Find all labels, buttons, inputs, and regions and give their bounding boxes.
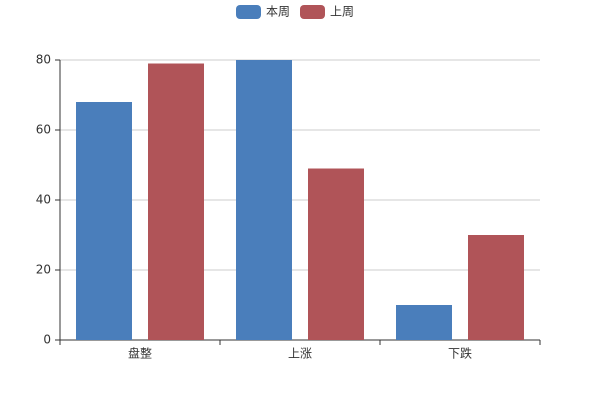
legend-label[interactable]: 上周 [330,5,354,19]
legend-icon[interactable] [236,5,261,19]
y-tick-label: 0 [43,333,51,347]
bar [76,102,132,340]
legend-label[interactable]: 本周 [266,5,290,19]
bar [468,235,524,340]
x-tick-label: 盘整 [128,346,152,361]
bar [148,63,204,340]
x-tick-label: 下跌 [448,346,472,361]
bar [236,60,292,340]
x-tick-label: 上涨 [288,346,312,361]
bar [396,305,452,340]
legend-icon[interactable] [300,5,325,19]
y-tick-label: 20 [36,263,51,277]
y-tick-label: 40 [36,193,51,207]
y-tick-label: 80 [36,53,51,67]
y-tick-label: 60 [36,123,51,137]
bar [308,168,364,340]
